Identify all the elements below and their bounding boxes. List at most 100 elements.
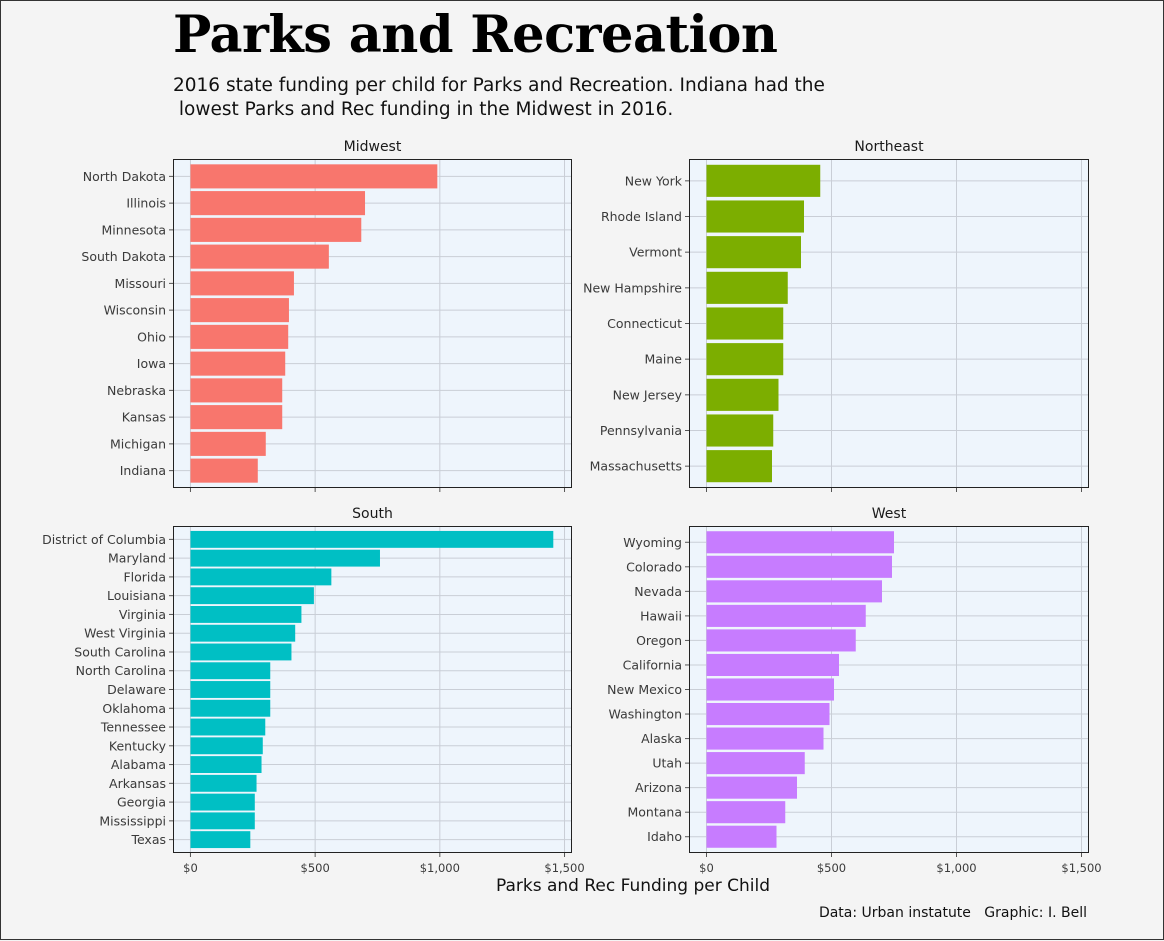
bar-south-carolina <box>190 643 292 661</box>
bar-new-jersey <box>706 378 779 411</box>
category-label: Alabama <box>111 757 166 772</box>
panel-border <box>173 526 572 853</box>
bar-alaska <box>706 727 824 750</box>
bar-north-dakota <box>190 164 438 189</box>
category-label: Georgia <box>117 795 166 810</box>
x-tick-label: $0 <box>699 861 714 875</box>
category-label: Oregon <box>636 633 682 648</box>
panel-border <box>689 526 1089 853</box>
category-label: Nebraska <box>107 383 166 398</box>
bar-maryland <box>190 549 380 567</box>
bar-ohio <box>190 324 289 349</box>
category-label: Nevada <box>634 584 682 599</box>
bar-missouri <box>190 271 294 296</box>
bar-delaware <box>190 681 271 698</box>
bar-district-of-columbia <box>190 530 554 548</box>
category-label: Mississippi <box>99 813 166 828</box>
category-label: South Dakota <box>81 249 166 264</box>
category-label: Hawaii <box>640 608 682 623</box>
category-label: North Carolina <box>76 663 166 678</box>
category-label: California <box>623 657 682 672</box>
bar-michigan <box>190 431 266 456</box>
x-tick-label: $500 <box>817 861 846 875</box>
bar-iowa <box>190 351 286 376</box>
bar-mississippi <box>190 812 255 830</box>
bar-alabama <box>190 756 262 774</box>
bar-kansas <box>190 405 283 430</box>
bar-rhode-island <box>706 200 804 233</box>
caption: Data: Urban instatute Graphic: I. Bell <box>818 905 1087 921</box>
bar-minnesota <box>190 217 362 242</box>
x-tick-label: $1,500 <box>1061 861 1101 875</box>
category-label: Colorado <box>626 559 682 574</box>
panel-border <box>173 159 572 488</box>
bar-vermont <box>706 236 801 269</box>
category-label: Alaska <box>641 731 682 746</box>
category-label: Kansas <box>122 410 166 425</box>
facet-west: Wyoming Colorado Nevada Hawaii Oregon Califor… <box>607 506 1102 875</box>
bar-washington <box>706 702 830 726</box>
facet-south: District of Columbia Maryland Florida Louis… <box>42 506 585 875</box>
category-label: New Hampshire <box>583 280 682 295</box>
category-label: South Carolina <box>74 644 166 659</box>
bar-wyoming <box>706 531 894 554</box>
category-label: Ohio <box>137 329 166 344</box>
category-label: Maryland <box>108 551 166 566</box>
bar-montana <box>706 801 786 824</box>
category-label: Vermont <box>629 245 682 260</box>
bar-nebraska <box>190 378 283 403</box>
facet-midwest: North Dakota Illinois Minnesota South Dakot… <box>81 139 572 492</box>
bar-idaho <box>706 825 777 848</box>
bar-arkansas <box>190 774 257 792</box>
bar-new-york <box>706 164 821 197</box>
panel-border <box>689 159 1089 488</box>
category-label: New York <box>625 173 683 188</box>
category-label: Delaware <box>107 682 166 697</box>
bar-maine <box>706 343 784 376</box>
x-tick-label: $500 <box>301 861 330 875</box>
bar-oklahoma <box>190 699 271 717</box>
bar-arizona <box>706 776 797 799</box>
category-label: Arizona <box>635 780 682 795</box>
bar-new-hampshire <box>706 271 788 304</box>
bar-oregon <box>706 629 856 652</box>
bar-new-mexico <box>706 678 834 701</box>
x-tick-label: $0 <box>183 861 198 875</box>
facet-title: Northeast <box>854 139 924 155</box>
bar-california <box>706 653 839 677</box>
chart-subtitle: 2016 state funding per child for Parks a… <box>173 75 825 120</box>
category-label: Texas <box>130 832 166 847</box>
bar-south-dakota <box>190 244 329 269</box>
category-label: Michigan <box>110 436 166 451</box>
category-label: Rhode Island <box>601 209 682 224</box>
bar-virginia <box>190 605 302 623</box>
x-tick-label: $1,000 <box>936 861 976 875</box>
category-label: Arkansas <box>109 776 166 791</box>
chart-title: Parks and Recreation <box>173 5 778 65</box>
category-label: Montana <box>628 805 683 820</box>
bar-indiana <box>190 458 258 483</box>
category-label: Tennessee <box>100 720 166 735</box>
bar-hawaii <box>706 604 866 627</box>
category-label: Connecticut <box>607 316 682 331</box>
category-label: North Dakota <box>83 169 166 184</box>
category-label: Wyoming <box>623 535 682 550</box>
category-label: Iowa <box>137 356 166 371</box>
bar-georgia <box>190 793 255 811</box>
category-label: Minnesota <box>101 222 166 237</box>
bar-kentucky <box>190 737 263 755</box>
category-label: Oklahoma <box>102 701 166 716</box>
facet-title: West <box>872 506 907 522</box>
bar-massachusetts <box>706 450 772 483</box>
category-label: Maine <box>644 352 682 367</box>
bar-nevada <box>706 580 882 603</box>
x-tick-label: $1,000 <box>420 861 460 875</box>
bar-texas <box>190 831 251 849</box>
category-label: Washington <box>609 707 682 722</box>
category-label: Virginia <box>119 607 166 622</box>
bar-louisiana <box>190 587 314 605</box>
category-label: West Virginia <box>84 626 166 641</box>
x-axis-label: Parks and Rec Funding per Child <box>495 876 771 896</box>
category-label: Louisiana <box>107 588 166 603</box>
category-label: Wisconsin <box>104 303 166 318</box>
